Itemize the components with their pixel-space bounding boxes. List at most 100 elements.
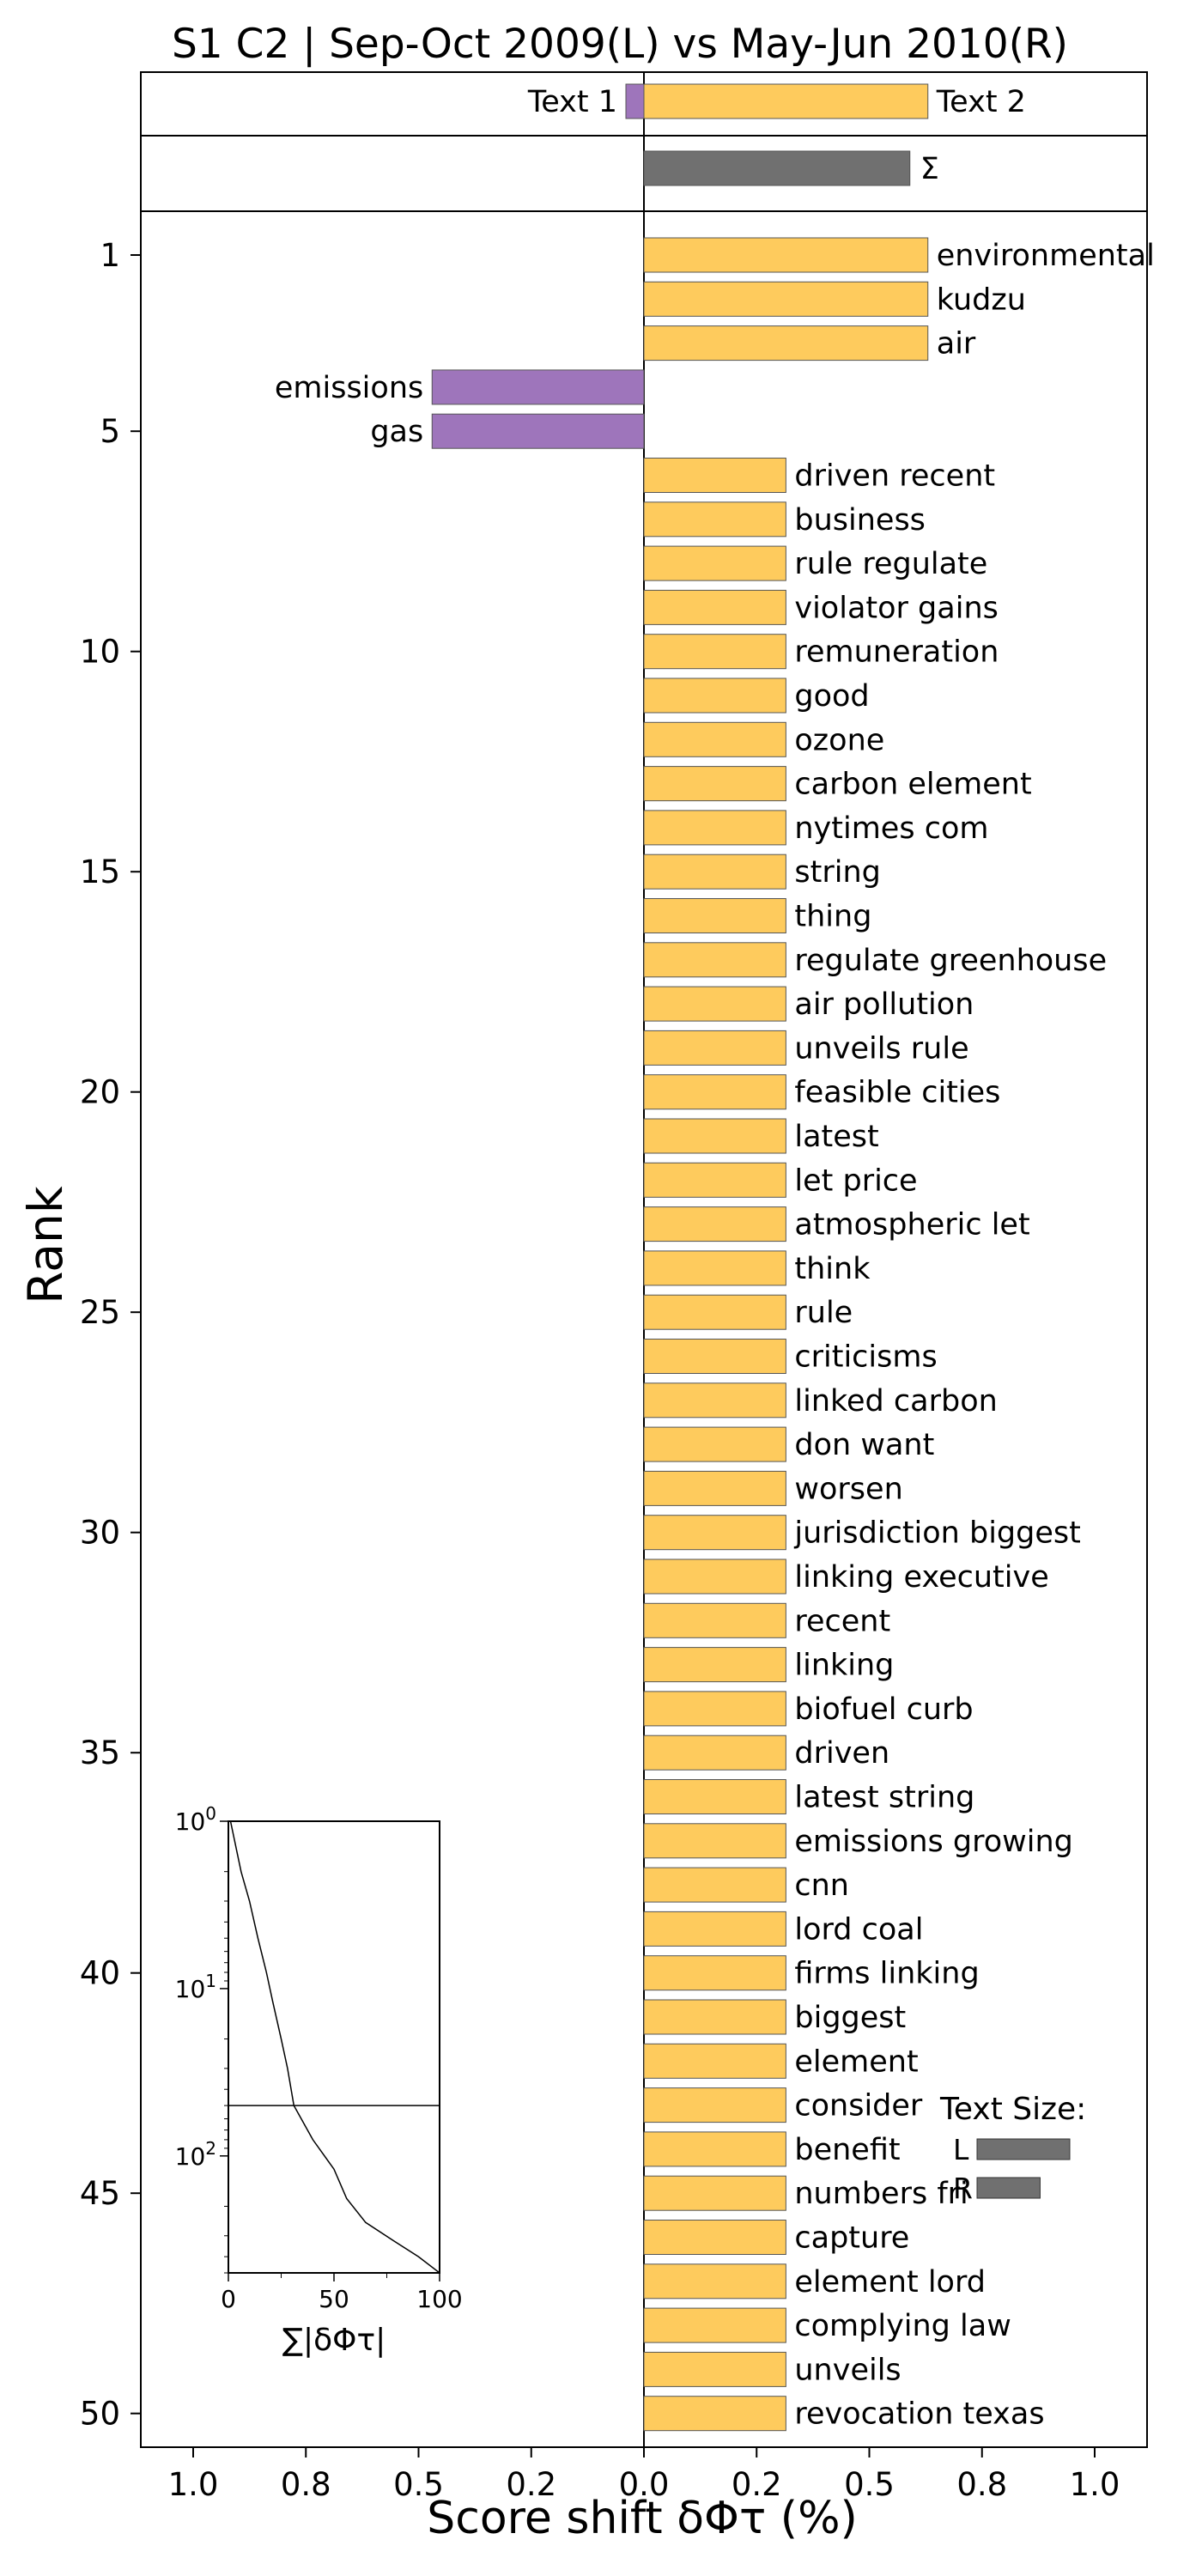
word-label: emissions	[275, 371, 423, 405]
word-bar	[643, 2263, 786, 2300]
y-axis-label: Rank	[18, 1186, 73, 1304]
word-bar	[643, 2396, 786, 2432]
word-bar	[643, 325, 929, 361]
word-bar	[643, 589, 786, 625]
word-bar	[643, 2220, 786, 2255]
word-label: nytimes com	[794, 811, 988, 846]
word-label: complying law	[794, 2309, 1011, 2343]
word-label: revocation texas	[794, 2397, 1044, 2432]
word-label: cnn	[794, 1868, 849, 1903]
inset-frame	[228, 1820, 440, 2274]
word-bar	[643, 854, 786, 890]
word-bar	[643, 677, 786, 714]
word-label: rule	[794, 1296, 853, 1330]
x-axis-label: Score shift δΦτ (%)	[427, 2493, 858, 2544]
word-bar	[643, 634, 786, 670]
word-bar	[643, 942, 786, 978]
word-label: ozone	[794, 723, 884, 757]
y-tick-label: 25	[80, 1294, 120, 1331]
word-label: good	[794, 679, 869, 714]
word-label: environmental	[937, 239, 1155, 273]
inset-y-tick-label: 100	[175, 1803, 216, 1836]
word-bar	[643, 721, 786, 757]
word-bar	[643, 1250, 786, 1286]
inset-x-tick-label: 100	[416, 2285, 462, 2313]
inset-x-tick-label: 50	[319, 2285, 349, 2313]
word-label: kudzu	[937, 283, 1026, 317]
word-bar	[643, 1779, 786, 1814]
word-label: benefit	[794, 2133, 900, 2167]
word-label: unveils rule	[794, 1031, 968, 1066]
word-bar	[643, 2043, 786, 2079]
word-label: air pollution	[794, 987, 974, 1022]
word-bar	[643, 458, 786, 493]
word-bar	[643, 1030, 786, 1066]
x-tick-label: 0.8	[956, 2466, 1007, 2503]
word-bar	[643, 1118, 786, 1154]
y-tick-label: 30	[80, 1515, 120, 1552]
word-label: unveils	[794, 2353, 901, 2387]
word-bar	[643, 1470, 786, 1506]
word-bar	[643, 1426, 786, 1462]
inset-x-label: ∑|δΦτ|	[282, 2323, 386, 2358]
y-tick-label: 20	[80, 1074, 120, 1111]
word-label: violator gains	[794, 591, 998, 625]
word-label: rule regulate	[794, 547, 987, 581]
y-tick-label: 50	[80, 2396, 120, 2433]
word-label: business	[794, 503, 926, 538]
x-tick-label: 1.0	[168, 2466, 219, 2503]
word-label: gas	[370, 415, 423, 449]
x-axis-label-text: Score shift δΦτ (%)	[427, 2493, 858, 2544]
word-label: let price	[794, 1163, 917, 1198]
text-size-bar	[976, 2177, 1041, 2199]
word-label: string	[794, 855, 880, 890]
word-label: thing	[794, 900, 871, 934]
text-size-inset: Text Size: LR	[939, 2092, 1086, 2205]
text-size-label: L	[953, 2133, 969, 2166]
word-bar	[643, 2351, 786, 2387]
sum-bar	[643, 150, 911, 186]
word-bar	[643, 2131, 786, 2167]
word-bar	[643, 1515, 786, 1551]
word-label: latest string	[794, 1781, 974, 1815]
y-tick-label: 15	[80, 854, 120, 890]
word-label: element	[794, 2044, 918, 2079]
inset-y-tick-label: 102	[175, 2138, 216, 2171]
inset-y-tick-base: 10	[175, 1975, 206, 2003]
inset-y-tick-label: 101	[175, 1971, 216, 2003]
word-bar	[643, 2087, 786, 2123]
word-label: linking	[794, 1649, 894, 1683]
word-label: biofuel curb	[794, 1692, 973, 1727]
word-label: worsen	[794, 1472, 902, 1506]
text-size-bar	[976, 2138, 1071, 2160]
word-label: linking executive	[794, 1560, 1048, 1595]
word-bar	[643, 1735, 786, 1771]
x-tick-label: 1.0	[1070, 2466, 1120, 2503]
inset-y-tick-base: 10	[175, 2142, 206, 2171]
word-bar	[643, 1911, 786, 1947]
word-label: air	[937, 327, 976, 361]
word-label: atmospheric let	[794, 1208, 1029, 1242]
word-bar	[643, 237, 929, 273]
word-bar	[643, 766, 786, 802]
y-tick-label: 40	[80, 1955, 120, 1992]
word-label: lord coal	[794, 1912, 923, 1947]
word-bar	[643, 1999, 786, 2035]
x-tick-label: 0.5	[844, 2466, 895, 2503]
text2-bar	[643, 83, 929, 119]
word-bar	[431, 369, 645, 405]
word-label: remuneration	[794, 635, 999, 670]
word-label: biggest	[794, 2001, 906, 2035]
word-label: carbon element	[794, 768, 1031, 802]
text-size-label: R	[953, 2172, 973, 2205]
word-bar	[643, 810, 786, 846]
word-label: regulate greenhouse	[794, 944, 1107, 978]
word-label: don want	[794, 1428, 934, 1462]
word-label: jurisdiction biggest	[793, 1516, 1080, 1551]
cumulative-curve	[229, 1820, 440, 2274]
y-tick-label: 5	[100, 413, 120, 450]
word-label: capture	[794, 2221, 909, 2256]
word-bar	[643, 1823, 786, 1859]
